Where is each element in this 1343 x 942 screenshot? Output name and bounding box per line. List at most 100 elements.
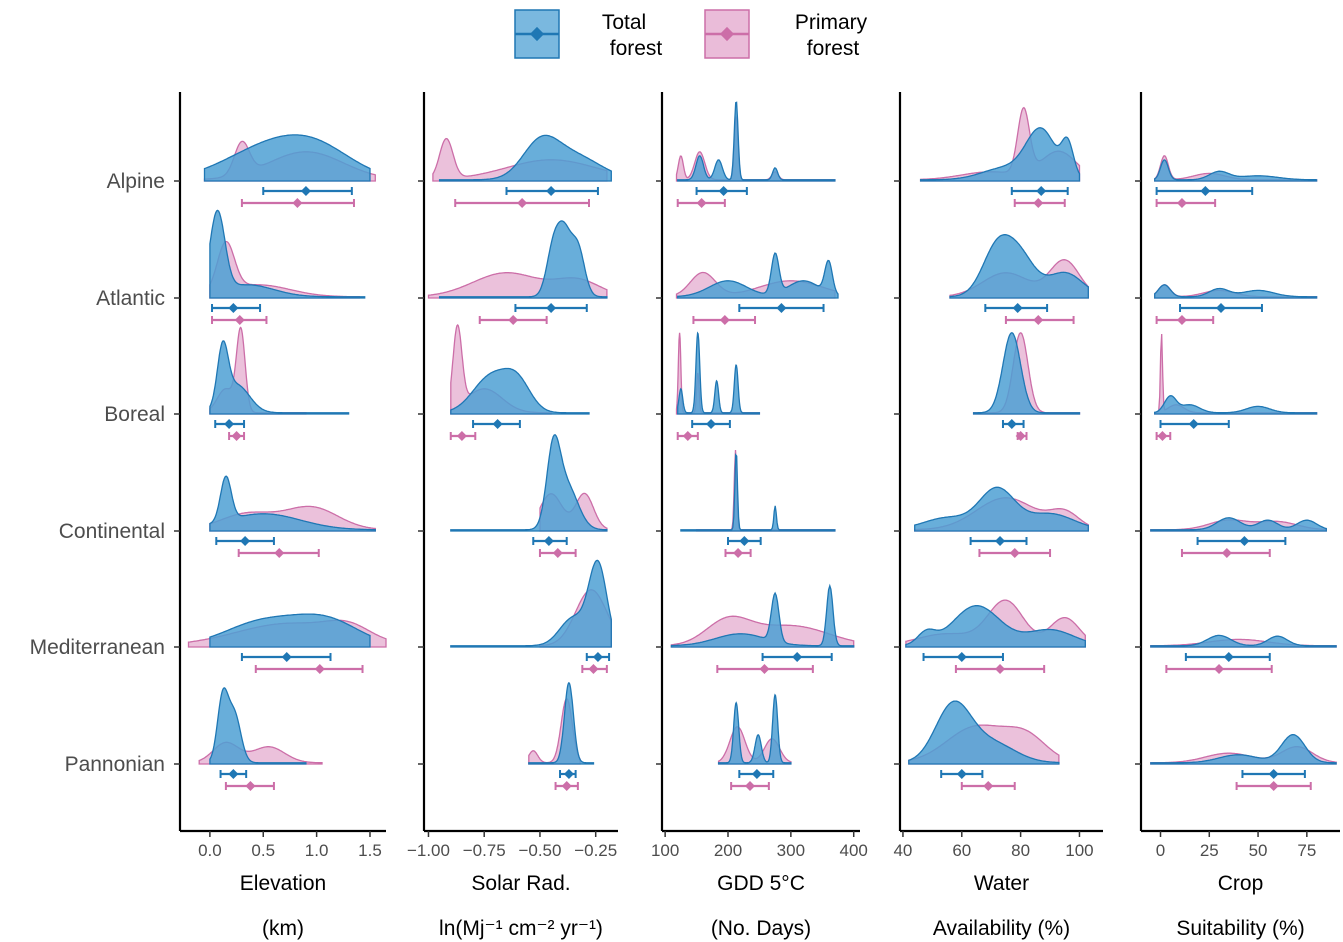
interval-primary-forest-continental <box>237 548 320 558</box>
interval-primary-forest-pannonian <box>554 781 579 791</box>
interval-mean-point <box>751 769 762 779</box>
interval-mean-point <box>228 303 239 313</box>
interval-mean-point <box>492 419 503 429</box>
x-axis-label: Solar Rad. <box>471 872 570 895</box>
density-total-forest-continental <box>450 433 608 532</box>
interval-primary-forest-mediterranean <box>954 664 1046 674</box>
interval-total-forest-alpine <box>505 186 599 196</box>
interval-mean-point <box>759 664 770 674</box>
legend-item-total-forest: Total forest <box>514 9 662 60</box>
interval-primary-forest-mediterranean <box>1165 664 1273 674</box>
x-tick-label: 100 <box>1065 841 1093 860</box>
x-tick-label: 50 <box>1249 841 1268 860</box>
interval-mean-point <box>995 536 1006 546</box>
interval-primary-forest-alpine <box>1013 198 1066 208</box>
interval-mean-point <box>228 769 239 779</box>
x-tick-label: 80 <box>1011 841 1030 860</box>
interval-primary-forest-atlantic <box>1155 315 1215 325</box>
x-tick-label: 200 <box>714 841 742 860</box>
interval-mean-point <box>274 548 285 558</box>
interval-primary-forest-boreal <box>228 431 246 441</box>
interval-mean-point <box>300 186 311 196</box>
x-tick-label: 0.5 <box>251 841 275 860</box>
interval-mean-point <box>745 781 755 791</box>
interval-mean-point <box>1157 431 1168 441</box>
interval-total-forest-continental <box>532 536 568 546</box>
density-total-forest-mediterranean <box>450 559 612 648</box>
legend-item-primary-forest: Primary forest <box>704 9 868 60</box>
interval-total-forest-mediterranean <box>1184 652 1271 662</box>
interval-mean-point <box>1009 548 1020 558</box>
legend: Total forest Primary forest <box>514 9 868 60</box>
density-total-forest-alpine <box>677 101 836 182</box>
x-axis-label: Elevation <box>240 872 326 895</box>
density-total-forest-mediterranean <box>1150 634 1337 648</box>
interval-mean-point <box>733 548 744 558</box>
density-total-forest-mediterranean <box>670 583 855 648</box>
density-total-forest-alpine <box>1154 159 1318 182</box>
interval-total-forest-atlantic <box>738 303 825 313</box>
interval-total-forest-alpine <box>1155 186 1254 196</box>
density-total-forest-boreal <box>450 367 590 415</box>
x-tick-label: 1.0 <box>305 841 329 860</box>
interval-mean-point <box>682 431 693 441</box>
legend-diamond-total-forest <box>529 26 545 42</box>
interval-total-forest-pannonian <box>219 769 248 779</box>
density-total-forest-pannonian <box>528 681 595 765</box>
interval-mean-point <box>1176 198 1187 208</box>
interval-mean-point <box>739 536 750 546</box>
density-total-forest-atlantic <box>438 220 608 299</box>
interval-total-forest-pannonian <box>1241 769 1306 779</box>
interval-primary-forest-continental <box>1180 548 1271 558</box>
x-tick-label: −0.25 <box>574 841 617 860</box>
interval-mean-point <box>719 315 730 325</box>
interval-mean-point <box>552 548 563 558</box>
interval-total-forest-pannonian <box>738 769 775 779</box>
interval-mean-point <box>281 652 292 662</box>
density-total-forest-boreal <box>677 331 761 415</box>
density-total-forest-pannonian <box>209 687 307 765</box>
interval-mean-point <box>706 419 717 429</box>
interval-mean-point <box>1214 664 1225 674</box>
x-axis-label: Water <box>974 872 1029 895</box>
x-tick-label: 75 <box>1297 841 1316 860</box>
legend-label-primary-line1: Primary <box>795 11 868 34</box>
interval-mean-point <box>224 419 235 429</box>
interval-total-forest-atlantic <box>514 303 588 313</box>
density-total-forest-atlantic <box>677 252 839 299</box>
x-axis-unit-label: (km) <box>262 917 304 940</box>
interval-primary-forest-alpine <box>454 198 591 208</box>
interval-primary-forest-pannonian <box>1235 781 1312 791</box>
density-total-forest-pannonian <box>908 700 1060 765</box>
interval-mean-point <box>1239 536 1250 546</box>
interval-primary-forest-continental <box>538 548 577 558</box>
interval-primary-forest-mediterranean <box>254 664 364 674</box>
density-total-forest-boreal <box>972 332 1081 415</box>
interval-primary-forest-boreal <box>1015 431 1028 441</box>
interval-mean-point <box>956 652 967 662</box>
interval-mean-point <box>1268 781 1279 791</box>
x-tick-label: −1.00 <box>407 841 450 860</box>
panel-water: 40 60 80 100 Water Availability (%) <box>893 92 1103 940</box>
x-axis-unit-label: ln(Mj⁻¹ cm⁻² yr⁻¹) <box>439 917 603 940</box>
x-axis-unit-label: (No. Days) <box>711 917 811 940</box>
panel-elevation: 0.0 0.5 1.0 1.5 Elevation (km) <box>174 92 387 940</box>
interval-mean-point <box>546 186 557 196</box>
interval-total-forest-continental <box>727 536 762 546</box>
interval-total-forest-alpine <box>262 186 353 196</box>
interval-primary-forest-alpine <box>240 198 355 208</box>
interval-mean-point <box>292 198 303 208</box>
legend-label-total-line1: Total <box>602 11 646 34</box>
interval-mean-point <box>231 431 242 441</box>
interval-total-forest-pannonian <box>940 769 984 779</box>
interval-primary-forest-boreal <box>449 431 477 441</box>
interval-mean-point <box>1215 303 1226 313</box>
density-primary-forest-continental <box>695 449 836 532</box>
x-axis-unit-label: Suitability (%) <box>1176 917 1304 940</box>
interval-mean-point <box>240 536 251 546</box>
density-total-forest-continental <box>209 475 376 532</box>
interval-mean-point <box>983 781 994 791</box>
interval-total-forest-boreal <box>1159 419 1230 429</box>
interval-primary-forest-mediterranean <box>716 664 814 674</box>
